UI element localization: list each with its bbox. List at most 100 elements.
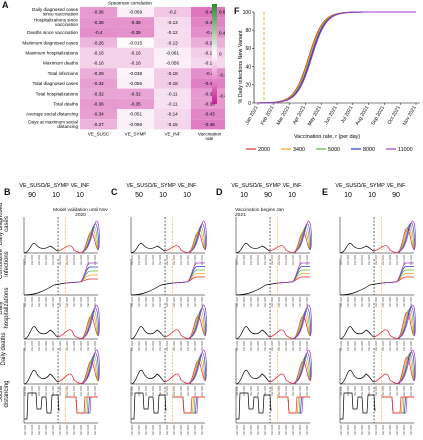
colorbar-tick: -0.4: [219, 73, 225, 78]
projection-first-wave: [164, 245, 192, 254]
grid-xtick-label: Mar 2020: [45, 424, 48, 435]
heatmap-cell-value: -0.056: [166, 61, 179, 66]
grid-headers: VE_SUSC 90 VE_SYMP 10 VE_INF 10 VE_SUSC 50 VE_SY…: [19, 183, 406, 199]
grid-xtick-label: Mar 2020: [131, 296, 134, 307]
panel-label-d: D: [216, 187, 223, 197]
panel-f-xtick-label: Apr 2021: [292, 105, 307, 126]
heatmap-cell: [80, 27, 117, 38]
grid-xtick-label: Mar 2020: [80, 340, 83, 351]
grid-xtick-label: Mar 2020: [131, 385, 134, 396]
heatmap-cell: [117, 27, 154, 38]
social-distancing-history: [24, 392, 60, 420]
projection-first-wave: [269, 245, 297, 254]
grid-xtick-label: Mar 2020: [159, 254, 162, 265]
grid-xtick-label: Mar 2020: [368, 296, 371, 307]
heatmap-cell-value: -0.4: [206, 71, 214, 76]
grid-xtick-label: Mar 2020: [271, 254, 274, 265]
panel-f-ytick-label: 100: [243, 10, 252, 16]
cumulative-projection: [65, 270, 98, 284]
heatmap-cell: [191, 68, 225, 79]
heatmap-cell: [117, 17, 154, 28]
panel-label-c: C: [111, 187, 118, 197]
grid-xtick-label: Mar 2020: [45, 385, 48, 396]
grid-xtick-label: Mar 2020: [236, 254, 239, 265]
grid-xtick-label: Mar 2020: [59, 340, 62, 351]
grid-xtick-label: Mar 2020: [361, 296, 364, 307]
grid-xtick-label: Mar 2020: [368, 385, 371, 396]
heatmap-cell: [191, 37, 225, 48]
history-curve: [235, 369, 271, 385]
heatmap-cell: [154, 58, 191, 69]
grid-xtick-label: Mar 2020: [285, 296, 288, 307]
heatmap-col-label: Vaccination rate: [198, 131, 222, 141]
social-distancing-projection: [172, 396, 205, 414]
projection-second-wave: [397, 349, 416, 384]
panel-f-line-8000: [257, 11, 416, 104]
projection-first-wave: [57, 329, 85, 339]
grid-xtick-label: Mar 2020: [38, 296, 41, 307]
heatmap-cell-value: -0.34: [93, 112, 104, 117]
grid-xtick-label: Mar 2020: [152, 385, 155, 396]
grid-xtick-label: Mar 2020: [340, 424, 343, 435]
grid-xtick-label: Mar 2020: [382, 296, 385, 307]
heatmap-cell: [117, 109, 154, 120]
colorbar-tick: 0.8: [219, 10, 225, 15]
grid-xtick-label: Mar 2020: [243, 340, 246, 351]
grid-xtick-label: Mar 2020: [166, 340, 169, 351]
ve-value: 10: [240, 192, 248, 199]
grid-xtick-label: Mar 2020: [257, 254, 260, 265]
grid-xtick-label: Mar 2020: [187, 340, 190, 351]
grid-xtick-label: Mar 2020: [45, 340, 48, 351]
heatmap-cell: [80, 88, 117, 99]
heatmap-cell: [80, 37, 117, 48]
grid-xtick-label: Mar 2020: [410, 385, 413, 396]
grid-xtick-label: Mar 2020: [31, 424, 34, 435]
social-distancing-projection: [381, 396, 414, 414]
heatmap-cell: [154, 37, 191, 48]
grid-xtick-label: Mar 2020: [159, 385, 162, 396]
grid-xtick-label: Mar 2020: [250, 254, 253, 265]
grid-xtick-label: Mar 2020: [173, 340, 176, 351]
projection-second-wave: [81, 349, 100, 384]
grid-xtick-label: Mar 2020: [138, 340, 141, 351]
grid-xtick-label: Mar 2020: [271, 340, 274, 351]
heatmap-cell-value: -0.16: [130, 51, 141, 56]
heatmap-col-label: VE_SYMP: [125, 131, 147, 136]
heatmap-cell-value: -0.29: [204, 40, 215, 45]
grid-xtick-label: Mar 2020: [375, 296, 378, 307]
heatmap-cell-value: -0.29: [93, 71, 104, 76]
heatmap-row-label: Maximum diagnosed cases: [22, 40, 78, 45]
ve-label: VE_SUSC: [335, 183, 360, 189]
grid-xtick-label: Mar 2020: [145, 340, 148, 351]
grid-xtick-label: Mar 2020: [52, 424, 55, 435]
history-curve: [339, 369, 375, 385]
grid-xtick-label: Mar 2020: [354, 385, 357, 396]
heatmap-cell-value: -0.14: [204, 61, 215, 66]
grid-xtick-label: Mar 2020: [410, 340, 413, 351]
grid-xtick-label: Mar 2020: [292, 424, 295, 435]
history-curve: [339, 243, 375, 254]
projection-first-wave: [164, 373, 192, 384]
colorbar-tick: -0.8: [219, 94, 225, 99]
heatmap-cell: [154, 109, 191, 120]
ve-value: 10: [52, 192, 60, 199]
grid-xtick-label: Mar 2020: [194, 254, 197, 265]
heatmap-cell-value: -0.36: [204, 102, 215, 107]
projection-first-wave: [269, 373, 297, 384]
social-distancing-projection: [172, 396, 205, 414]
projection-first-wave: [373, 373, 401, 384]
heatmap-row-label: Daily diagnosed cases since vaccination: [32, 7, 79, 17]
panel-f-ylabel: % Daily infections New Variant: [238, 30, 244, 104]
grid-xtick-label: Mar 2020: [361, 340, 364, 351]
grid-xtick-label: Mar 2020: [145, 254, 148, 265]
grid-xtick-label: Mar 2020: [243, 385, 246, 396]
grid-xtick-label: Mar 2020: [24, 296, 27, 307]
ve-value: 10: [76, 192, 84, 199]
history-curve: [23, 326, 59, 340]
grid-xtick-label: Mar 2020: [347, 385, 350, 396]
heatmap-cell-value: -0.2: [169, 10, 177, 15]
heatmap-row-label: Total hospitalizations: [36, 91, 79, 96]
grid-xtick-label: Mar 2020: [152, 254, 155, 265]
ve-value: 10: [344, 192, 352, 199]
grid-xtick-label: Mar 2020: [354, 340, 357, 351]
